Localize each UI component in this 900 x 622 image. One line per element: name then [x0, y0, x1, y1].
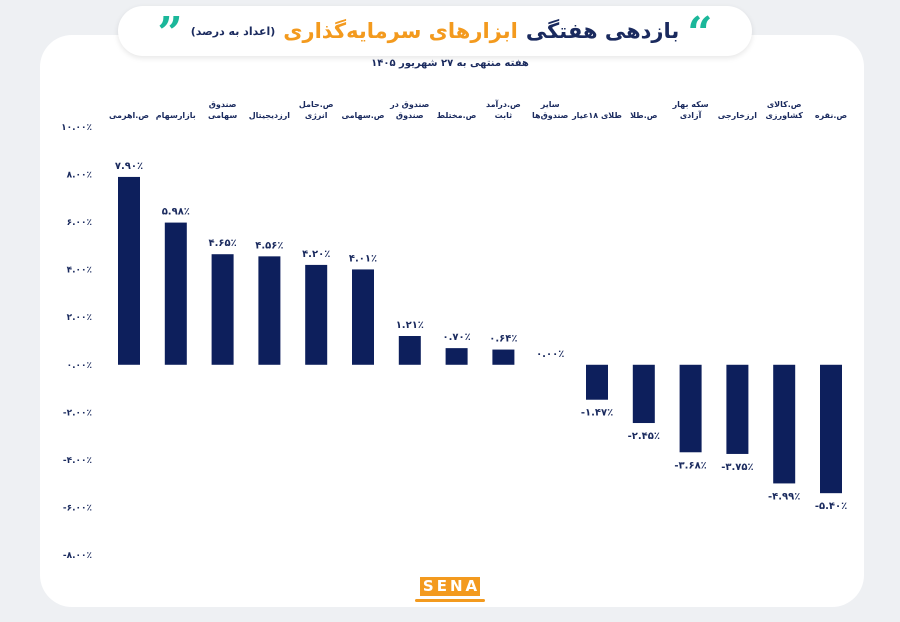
value-labels: ۷.۹۰٪ ۵.۹۸٪ ۴.۶۵٪ ۴.۵۶٪ ۴.۲۰٪ ۴.۰۱٪ ۱.۲۱٪ ۰.۷۰٪…	[115, 161, 847, 512]
value-label: -۴.۹۹٪	[768, 491, 800, 502]
y-tick-label: ۶.۰۰٪	[67, 218, 92, 228]
bar	[679, 364, 702, 453]
category-label: ص.طلا	[630, 111, 658, 121]
value-label: ۴.۶۵٪	[208, 238, 236, 249]
bar	[211, 254, 234, 365]
value-label: -۳.۶۸٪	[674, 460, 706, 471]
category-label: ص.کالای کشاورزی	[766, 100, 804, 120]
subtitle: هفته منتهی به ۲۷ شهریور ۱۴۰۵	[371, 58, 529, 69]
y-tick-label: -۴.۰۰٪	[63, 456, 92, 466]
bar	[305, 264, 328, 365]
category-label: صندوق در صندوق	[389, 100, 430, 120]
value-label: ۱.۲۱٪	[396, 320, 424, 331]
bar	[632, 364, 655, 424]
category-label: ص.مختلط	[437, 111, 477, 121]
category-label: ص.نقره	[815, 111, 848, 121]
bar	[445, 348, 468, 365]
y-tick-label: ۱۰.۰۰٪	[61, 123, 92, 133]
value-label: ۰.۷۰٪	[442, 332, 470, 343]
title-accent: ابزارهای سرمایه‌گذاری	[283, 19, 518, 43]
open-quote-icon: “	[687, 14, 713, 48]
bar	[258, 256, 281, 365]
logo-letter: N	[449, 577, 463, 595]
value-label: -۱.۴۷٪	[581, 408, 613, 419]
value-label: ۵.۹۸٪	[162, 207, 190, 218]
category-labels: ص.اهرمی بازارسهام صندوق سهامی ارزدیجیتال ص.حا…	[109, 99, 847, 121]
category-label: ص.حامل انرژی	[299, 100, 334, 120]
bar	[586, 364, 608, 400]
logo-letter: E	[436, 577, 447, 595]
y-tick-label: ۸.۰۰٪	[67, 171, 92, 181]
value-label: -۲.۴۵٪	[628, 431, 660, 442]
title-main: بازدهی هفتگی	[525, 19, 680, 43]
sena-logo: S E N A	[410, 577, 490, 617]
y-tick-label: ۰.۰۰٪	[67, 361, 92, 371]
category-label: سایر صندوق‌ها	[532, 100, 569, 120]
bar	[820, 364, 842, 494]
y-tick-label: ۲.۰۰٪	[67, 313, 92, 323]
value-label: ۷.۹۰٪	[115, 161, 143, 172]
bar	[118, 176, 140, 365]
value-label: ۴.۰۱٪	[349, 253, 377, 264]
bar	[492, 349, 515, 365]
bar	[352, 269, 374, 365]
category-label: طلای ۱۸عیار	[571, 111, 622, 120]
bar	[773, 364, 796, 484]
value-label: ۰.۶۴٪	[489, 334, 517, 345]
title-note: (اعداد به درصد)	[190, 24, 276, 38]
category-label: ارزخارجی	[718, 111, 757, 120]
logo-tagline-bar	[415, 599, 485, 602]
category-label: ص.اهرمی	[109, 111, 149, 121]
category-label: بازارسهام	[156, 111, 196, 120]
logo-letters: S E N A	[419, 577, 481, 596]
value-label: -۵.۴۰٪	[815, 501, 847, 512]
value-label: ۴.۵۶٪	[255, 240, 283, 251]
y-tick-label: ۴.۰۰٪	[67, 266, 92, 276]
bar	[726, 364, 749, 454]
y-tick-label: -۶.۰۰٪	[63, 503, 92, 513]
bar	[164, 222, 187, 365]
logo-letter: S	[422, 577, 434, 595]
category-label: صندوق سهامی	[208, 100, 237, 120]
logo-letter: A	[465, 577, 478, 595]
bars	[118, 176, 842, 494]
value-label: -۳.۷۵٪	[721, 462, 753, 473]
y-axis: ۱۰.۰۰٪ ۸.۰۰٪ ۶.۰۰٪ ۴.۰۰٪ ۲.۰۰٪ ۰.۰۰٪ -۲.۰۰٪ -۴.…	[61, 123, 92, 561]
y-tick-label: -۲.۰۰٪	[63, 408, 92, 418]
category-label: ص.درآمد ثابت	[486, 99, 521, 120]
title-banner: “ بازدهی هفتگی ابزارهای سرمایه‌گذاری (اع…	[118, 6, 752, 56]
category-label: سکه بهار آزادی	[672, 100, 709, 120]
value-label: ۰.۰۰٪	[536, 349, 564, 360]
category-label: ارزدیجیتال	[249, 111, 291, 120]
category-label: ص.سهامی	[342, 111, 385, 121]
value-label: ۴.۲۰٪	[302, 249, 330, 260]
y-tick-label: -۸.۰۰٪	[63, 551, 92, 561]
close-quote-icon: ”	[157, 14, 183, 48]
bar	[398, 336, 421, 365]
